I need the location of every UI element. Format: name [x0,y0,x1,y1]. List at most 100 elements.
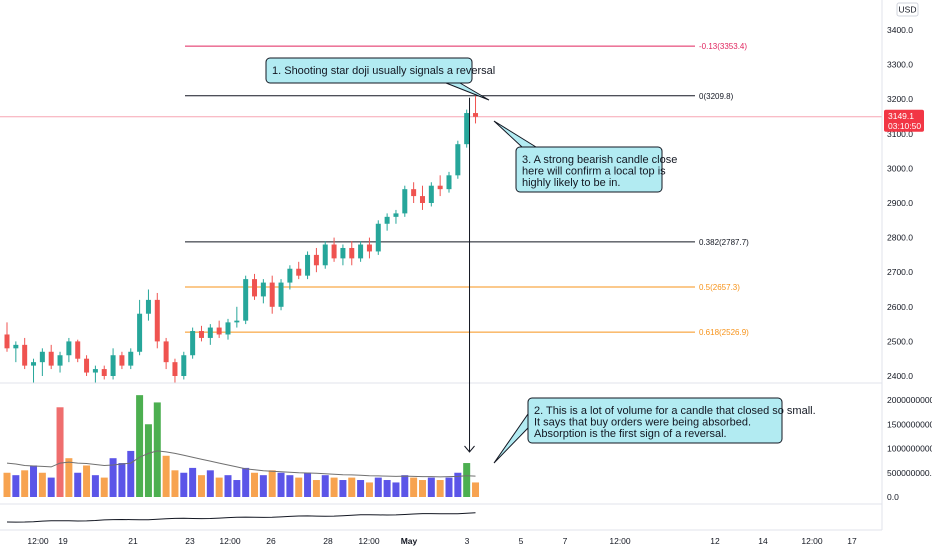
candle-body [172,362,178,376]
price-tick-label: 3200.0 [887,94,913,104]
candle-body [181,355,187,376]
candle [137,299,143,356]
volume-bar [365,482,373,497]
volume-bar [118,463,126,497]
candle-body [22,344,28,366]
volume-bar [312,480,320,497]
candle [234,306,240,328]
annotation-pointer [493,412,529,464]
volume-bar [242,467,250,497]
volume-bar [374,477,382,497]
volume-bar [418,480,426,497]
current-price-label: 3149.103:10:50 [884,109,924,132]
time-tick-label: May [401,536,418,546]
time-tick-label: 5 [519,536,524,546]
candle [181,351,187,380]
candle-body [66,341,72,356]
indicator-line [6,512,476,523]
candle-body [287,268,293,283]
time-tick-label: 12:00 [219,536,241,546]
volume-bar [454,472,462,497]
annotation-2[interactable]: 2. This is a lot of volume for a candle … [493,397,816,464]
candle-body [110,355,116,376]
volume-bar [136,395,144,497]
candle [313,247,319,273]
candle [66,337,72,363]
currency-badge-box[interactable] [896,2,919,17]
candle-body [473,113,479,117]
arrow-head [464,445,475,453]
candle-body [305,254,311,276]
candle [411,182,417,203]
candle-body [163,341,169,363]
volume-bar [436,480,444,497]
volume-bar [348,477,356,497]
candle-body [375,223,381,252]
candle [92,365,98,383]
volume-bar [339,480,347,497]
volume-bar [74,472,82,497]
candles [4,95,479,383]
volume-bar [197,475,205,497]
volume-bar [47,477,55,497]
time-tick-label: 19 [58,536,68,546]
candle-body [296,268,302,276]
volume-bar [30,465,38,497]
fib-label: -0.13(3353.4) [699,42,747,51]
time-tick-label: 12:00 [609,536,631,546]
candle-body [437,185,443,190]
candle-body [154,299,160,342]
annotation-1[interactable]: 1. Shooting star doji usually signals a … [265,57,495,101]
candle-body [137,313,143,352]
volume-bar [180,472,188,497]
volume-bar [100,477,108,497]
volume-bar [65,458,73,497]
candle-body [57,355,63,366]
annotation-box[interactable] [265,57,473,84]
time-tick-label: 12:00 [27,536,49,546]
candle-body [198,331,204,338]
fib-label: 0.382(2787.7) [699,238,749,247]
candle-body [119,355,125,366]
candle [13,341,19,363]
annotation-box[interactable] [515,146,663,193]
candle [322,241,328,269]
volume-bar [304,472,312,497]
candle [269,275,275,314]
candle [110,348,116,380]
candle [375,220,381,255]
candle [225,318,231,340]
time-tick-label: 17 [847,536,857,546]
candle [172,358,178,383]
annotation-box[interactable] [527,397,783,444]
annotation-line: 2. This is a lot of volume for a candle … [534,405,816,417]
candle [22,337,28,370]
candle [39,348,45,376]
candle-body [31,362,37,366]
candle-body [216,327,222,335]
volume-bar [357,480,365,497]
volume-bar [295,477,303,497]
fib-levels: -0.13(3353.4) 0(3209.8) 0.382(2787.7) 0.5(2… [0,42,882,337]
price-tick-label: 3400.0 [887,25,913,35]
currency-badge[interactable]: USD [896,2,919,17]
candle [296,261,302,280]
annotation-line: It says that buy orders were being absor… [534,417,751,429]
candle-body [419,196,425,203]
annotation-line: here will confirm a local top is [522,166,666,178]
current-price-box [884,109,924,132]
annotation-line: 1. Shooting star doji usually signals a … [272,65,495,77]
price-tick-label: 2500.0 [887,336,913,346]
indicator-line [6,512,476,523]
volume-bar [162,455,170,497]
candle [119,351,125,370]
time-tick-label: 12:00 [801,536,823,546]
candle-body [75,341,81,359]
volume-bar [153,402,161,497]
fib-label: 0.5(2657.3) [699,283,740,292]
annotation-line: Absorption is the first sign of a revers… [534,428,727,440]
candle-body [260,282,266,297]
candle-body [128,351,134,366]
